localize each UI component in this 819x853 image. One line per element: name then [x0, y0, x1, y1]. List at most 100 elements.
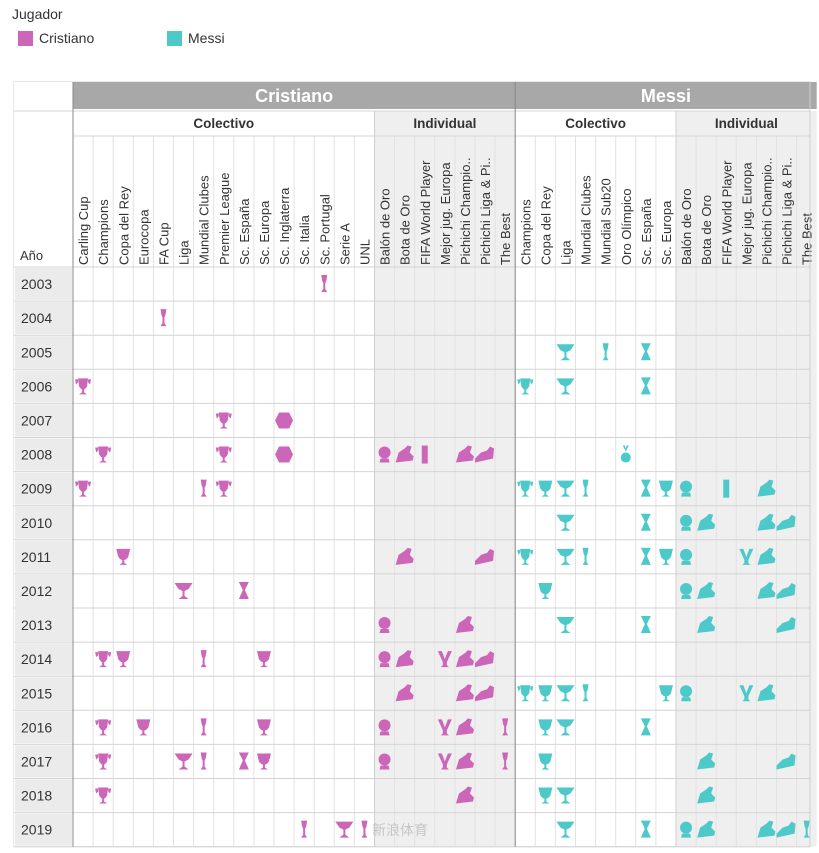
column-label-cristiano-liga: Liga [177, 240, 192, 265]
player-title-messi: Messi [641, 86, 691, 106]
trophy-cristiano-2008-premier-league [215, 446, 232, 463]
trophy-messi-2005-liga [556, 344, 575, 361]
trophy-cristiano-2014-copa-del-rey [116, 651, 131, 668]
trophy-cristiano-2009-mundial-clubes [200, 479, 207, 497]
trophy-messi-2009-pichichi-champio [757, 479, 776, 497]
group-label-cristiano-individual: Individual [413, 116, 476, 131]
trophy-messi-2011-champions [517, 548, 534, 565]
column-label-messi-bota-de-oro: Bota de Oro [699, 195, 714, 265]
column-label-messi-mundial-sub20: Mundial Sub20 [599, 178, 614, 265]
trophy-cristiano-2016-mejor-jug-europa [437, 719, 452, 736]
trophy-messi-2011-sc-espana [640, 547, 651, 565]
year-label: 2003 [21, 276, 52, 292]
column-label-cristiano-fa-cup: FA Cup [156, 222, 171, 265]
trophy-cristiano-2017-liga [174, 753, 193, 770]
trophy-cristiano-2019-unl [361, 820, 368, 838]
column-label-messi-sc-europa: Sc. Europa [659, 200, 674, 265]
year-label: 2004 [21, 310, 52, 326]
year-label: 2011 [21, 549, 51, 565]
trophy-messi-2006-sc-espana [640, 377, 651, 395]
trophy-messi-2011-sc-europa [658, 548, 673, 565]
column-label-cristiano-pichichi-champio: Pichichi Champio.. [458, 157, 473, 265]
trophy-messi-2019-the-best [803, 820, 810, 838]
year-label: 2009 [21, 481, 52, 497]
trophy-cristiano-2015-pichichi-liga-pi [475, 685, 495, 702]
trophy-messi-2009-sc-europa [658, 480, 673, 497]
legend-label-cristiano: Cristiano [39, 30, 95, 46]
trophy-cristiano-2017-mundial-clubes [200, 752, 207, 770]
trophy-cristiano-2014-balon-de-oro [378, 651, 391, 668]
column-label-cristiano-sc-europa: Sc. Europa [257, 200, 272, 265]
gridlines [14, 82, 811, 848]
trophy-messi-2013-liga [556, 617, 575, 634]
year-cell [15, 540, 72, 573]
trophy-messi-2018-bota-de-oro [697, 786, 716, 804]
year-cell [15, 711, 72, 744]
trophy-messi-2019-pichichi-liga-pi [776, 821, 796, 838]
trophy-cristiano-2017-champions [95, 753, 112, 770]
trophy-cristiano-2017-mejor-jug-europa [437, 753, 452, 770]
legend-title: Jugador [12, 6, 63, 22]
year-label: 2018 [21, 788, 52, 804]
trophy-messi-2005-sc-espana [640, 343, 651, 361]
trophy-messi-2011-liga [556, 548, 575, 565]
legend-swatch-messi [167, 30, 182, 46]
column-label-cristiano-sc-italia: Sc. Italia [297, 214, 312, 265]
trophy-messi-2019-pichichi-champio [757, 820, 776, 838]
trophy-cristiano-2004-fa-cup [160, 309, 167, 327]
trophy-messi-2008-oro-olimpico [620, 445, 631, 463]
trophy-messi-2009-champions [517, 480, 534, 497]
year-label: 2008 [21, 447, 52, 463]
trophy-cristiano-2014-mejor-jug-europa [437, 651, 452, 668]
trophy-messi-2012-copa-del-rey [538, 582, 553, 599]
column-label-cristiano-mejor-jug-europa: Mejor jug. Europa [438, 162, 453, 265]
legend-item-messi[interactable]: Messi [167, 30, 225, 46]
year-label: 2005 [21, 344, 52, 360]
trophy-cristiano-2016-mundial-clubes [200, 718, 207, 736]
trophy-cristiano-2008-champions [95, 446, 112, 463]
trophy-messi-2019-bota-de-oro [697, 820, 716, 838]
column-label-cristiano-balon-de-oro: Balón de Oro [378, 188, 393, 265]
trophy-messi-2017-bota-de-oro [697, 752, 716, 770]
column-label-messi-oro-olimpico: Oro Olímpico [619, 188, 634, 265]
trophy-cristiano-2008-sc-inglaterra [275, 446, 294, 463]
trophy-messi-2015-copa-del-rey [538, 685, 553, 702]
column-label-cristiano-the-best: The Best [498, 213, 513, 265]
trophy-messi-2013-pichichi-liga-pi [776, 617, 796, 634]
trophy-messi-2010-sc-espana [640, 513, 651, 531]
trophy-messi-2015-champions [517, 685, 534, 702]
trophy-messi-2009-fifa-world-player [723, 479, 730, 498]
trophy-messi-2006-liga [556, 378, 575, 395]
trophy-messi-2015-sc-europa [658, 685, 673, 702]
legend-item-cristiano[interactable]: Cristiano [18, 30, 94, 46]
trophy-messi-2017-pichichi-liga-pi [776, 753, 796, 770]
trophy-messi-2010-liga [556, 514, 575, 531]
year-label: 2010 [21, 515, 52, 531]
trophy-cristiano-2008-balon-de-oro [378, 446, 391, 463]
trophy-cristiano-2018-champions [95, 787, 112, 804]
trophy-messi-2015-pichichi-champio [757, 684, 776, 702]
trophy-messi-2005-mundial-sub20 [602, 343, 609, 361]
year-label: 2019 [21, 822, 52, 838]
trophy-cristiano-2007-sc-inglaterra [275, 412, 294, 429]
trophy-messi-2010-pichichi-liga-pi [776, 514, 796, 531]
year-cell [15, 370, 72, 403]
trophy-cristiano-2017-balon-de-oro [378, 753, 391, 770]
trophy-messi-2015-mundial-clubes [582, 684, 589, 702]
trophy-cristiano-2014-sc-europa [256, 651, 271, 668]
trophy-cristiano-2016-the-best [502, 718, 509, 736]
trophy-messi-2015-balon-de-oro [680, 685, 693, 702]
trophy-cristiano-2009-carling-cup [75, 480, 92, 497]
trophy-messi-2016-copa-del-rey [538, 719, 553, 736]
column-label-messi-mejor-jug-europa: Mejor jug. Europa [739, 162, 754, 265]
trophy-messi-2006-champions [517, 378, 534, 395]
group-label-messi-colectivo: Colectivo [565, 116, 626, 131]
trophy-messi-2009-balon-de-oro [680, 480, 693, 497]
year-label: 2014 [21, 651, 52, 667]
year-label: 2006 [21, 378, 52, 394]
group-label-messi-individual: Individual [715, 116, 778, 131]
trophy-messi-2012-pichichi-liga-pi [776, 582, 796, 599]
trophy-cristiano-2014-pichichi-champio [455, 650, 474, 668]
trophy-cristiano-2016-balon-de-oro [378, 719, 391, 736]
